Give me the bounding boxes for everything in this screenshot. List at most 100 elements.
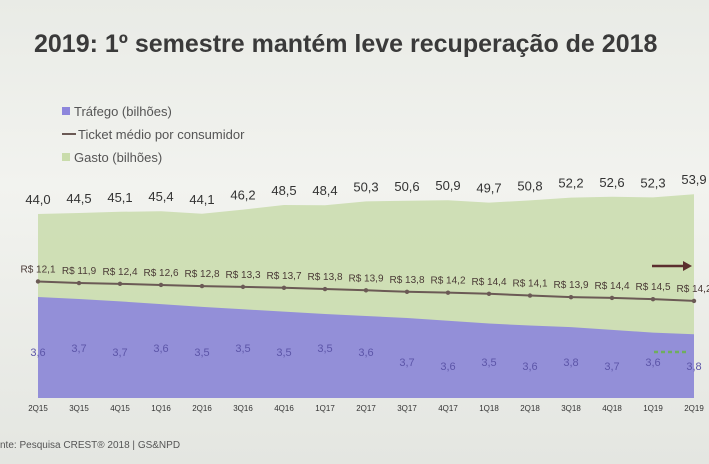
gasto-label: 45,1 [107,190,132,205]
trafego-label: 3,6 [153,343,168,355]
legend-gasto: Gasto (bilhões) [62,150,162,165]
x-tick-label: 4Q17 [438,404,458,413]
trafego-label: 3,5 [194,347,209,359]
trafego-label: 3,5 [481,357,496,369]
ticket-point [445,290,451,295]
ticket-point [240,284,246,290]
ticket-point [691,298,697,304]
x-tick-label: 1Q18 [479,404,499,413]
trafego-label: 3,6 [522,361,537,373]
x-tick-label: 2Q18 [520,404,540,413]
x-tick-label: 2Q17 [356,404,376,413]
x-tick-label: 3Q15 [69,404,89,413]
ticket-point [281,285,287,290]
gasto-label: 44,1 [189,192,214,207]
ticket-label: R$ 14,4 [594,281,629,292]
slide-title: 2019: 1º semestre mantém leve recuperaçã… [34,30,658,58]
ticket-trend-arrowhead [683,261,692,271]
trafego-label: 3,6 [358,347,373,359]
ticket-point [486,291,492,297]
trafego-label: 3,5 [235,343,250,355]
trafego-label: 3,6 [645,357,660,369]
ticket-point [363,288,369,293]
ticket-point [650,296,656,302]
gasto-label: 50,8 [517,178,542,193]
legend-gasto-label: Gasto (bilhões) [74,150,163,165]
trafego-label: 3,6 [30,347,45,359]
trafego-label: 3,7 [399,357,414,369]
gasto-label: 52,6 [599,175,624,190]
ticket-point [199,283,205,289]
gasto-label: 48,5 [271,183,296,198]
trafego-label: 3,7 [604,361,619,373]
x-tick-label: 3Q18 [561,404,581,413]
x-tick-label: 3Q17 [397,404,417,413]
gasto-label: 52,2 [558,176,583,191]
gasto-label: 46,2 [230,188,255,203]
legend-ticket: Ticket médio por consumidor [62,127,244,142]
ticket-label: R$ 12,1 [20,264,55,275]
gasto-label: 53,9 [681,172,706,187]
ticket-label: R$ 13,7 [266,271,301,282]
x-tick-label: 4Q16 [274,404,294,413]
gasto-label: 44,0 [25,192,50,207]
ticket-point [158,282,164,288]
gasto-label: 49,7 [476,181,501,196]
ticket-label: R$ 13,9 [348,273,383,284]
ticket-point [117,281,123,287]
gasto-label: 50,6 [394,179,419,194]
trafego-label: 3,7 [71,343,86,355]
x-tick-label: 2Q15 [28,404,48,413]
legend-gasto-swatch [62,153,70,161]
ticket-label: R$ 12,4 [102,267,137,278]
trafego-label: 3,8 [686,361,701,373]
ticket-label: R$ 13,3 [225,270,260,281]
gasto-label: 48,4 [312,183,337,198]
trafego-label: 3,7 [112,347,127,359]
trafego-label: 3,8 [563,357,578,369]
ticket-point [527,293,533,298]
ticket-point [35,279,41,284]
x-tick-label: 3Q16 [233,404,253,413]
ticket-label: R$ 14,2 [430,276,465,287]
trafego-label: 3,6 [440,361,455,373]
ticket-point [322,286,328,292]
x-tick-label: 1Q16 [151,404,171,413]
ticket-point [76,280,82,286]
ticket-label: R$ 12,6 [143,268,178,279]
legend-trafego: Tráfego (bilhões) [62,104,172,119]
ticket-point [404,289,410,294]
legend-ticket-swatch [62,133,76,135]
trafego-label: 3,5 [276,347,291,359]
ticket-point [609,295,615,301]
x-tick-label: 4Q15 [110,404,130,413]
ticket-label: R$ 13,9 [553,280,588,291]
gasto-label: 45,4 [148,189,173,204]
gasto-label: 50,3 [353,179,378,194]
legend-ticket-label: Ticket médio por consumidor [78,127,245,142]
ticket-label: R$ 14,2 [676,284,709,295]
gasto-label: 50,9 [435,178,460,193]
x-tick-label: 1Q17 [315,404,335,413]
source-note: nte: Pesquisa CREST® 2018 | GS&NPD [0,440,181,451]
x-tick-label: 1Q19 [643,404,663,413]
x-tick-label: 2Q19 [684,404,704,413]
legend-trafego-swatch [62,107,70,115]
x-tick-label: 4Q18 [602,404,622,413]
ticket-label: R$ 11,9 [62,266,97,277]
ticket-label: R$ 14,4 [471,277,506,288]
ticket-label: R$ 14,1 [512,279,547,290]
trafego-area [38,297,694,398]
ticket-label: R$ 14,5 [635,282,670,293]
trafego-label: 3,5 [317,343,332,355]
ticket-label: R$ 13,8 [307,272,342,283]
gasto-label: 44,5 [66,191,91,206]
ticket-point [568,294,574,300]
gasto-label: 52,3 [640,175,665,190]
ticket-label: R$ 12,8 [184,269,219,280]
ticket-label: R$ 13,8 [389,275,424,286]
x-tick-label: 2Q16 [192,404,212,413]
legend-trafego-label: Tráfego (bilhões) [74,104,172,119]
